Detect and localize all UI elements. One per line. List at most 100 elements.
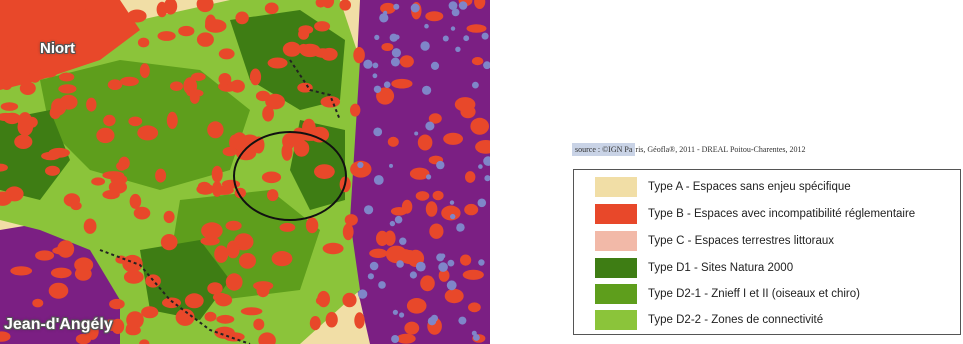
type-b-blob: [0, 331, 11, 342]
blue-speckle: [425, 121, 435, 131]
type-b-blob: [86, 97, 97, 112]
blue-speckle: [473, 334, 480, 341]
type-b-blob: [0, 163, 8, 172]
type-b-blob: [471, 57, 484, 66]
type-b-blob: [264, 2, 279, 15]
type-b-blob: [281, 142, 293, 161]
type-b-blob: [197, 181, 211, 192]
type-b-blob: [10, 266, 33, 276]
type-b-blob: [19, 81, 36, 96]
type-b-blob: [57, 240, 75, 258]
type-b-blob: [415, 191, 430, 201]
type-b-blob: [160, 234, 178, 251]
type-b-blob: [37, 68, 58, 78]
blue-speckle: [373, 85, 382, 94]
legend-swatch-type-a: [595, 177, 637, 197]
type-b-blob: [2, 45, 22, 61]
blue-speckle: [436, 253, 445, 262]
blue-speckle: [446, 280, 457, 291]
blue-speckle: [484, 175, 490, 182]
type-b-blob: [155, 168, 167, 183]
blue-speckle: [369, 261, 379, 271]
type-b-blob: [164, 0, 178, 15]
type-b-blob: [204, 311, 217, 322]
type-b-blob: [314, 164, 335, 180]
blue-speckle: [442, 35, 449, 42]
town-label-niort: Niort: [40, 40, 75, 57]
type-b-blob-group: [0, 0, 490, 344]
blue-speckle: [451, 8, 460, 17]
legend-label-type-b: Type B - Espaces avec incompatibilité ré…: [648, 208, 916, 220]
type-b-blob: [127, 9, 147, 23]
type-b-blob: [409, 167, 430, 180]
type-b-blob: [141, 306, 159, 319]
type-b-blob: [14, 134, 33, 149]
type-b-blob: [56, 0, 75, 13]
legend-item-type-c: Type C - Espaces terrestres littoraux: [595, 231, 834, 251]
type-b-blob: [222, 146, 238, 157]
type-b-blob: [309, 316, 321, 331]
type-b-blob: [380, 2, 396, 14]
zone-type-d1-a: [230, 10, 345, 110]
type-b-blob: [464, 203, 479, 216]
road-line-south: [99, 249, 251, 344]
type-b-blob: [191, 72, 206, 82]
map-legend: Type A - Espaces sans enjeu spécifique T…: [573, 169, 961, 335]
blue-speckle: [455, 46, 461, 52]
blue-speckle: [456, 224, 464, 232]
type-b-blob: [466, 24, 487, 33]
source-text: ris, Géofla®, 2011 - DREAL Poitou-Charen…: [635, 145, 806, 154]
type-b-blob: [444, 288, 464, 304]
type-b-blob: [425, 11, 444, 22]
legend-label-type-c: Type C - Espaces terrestres littoraux: [648, 235, 834, 247]
type-b-blob: [297, 82, 313, 93]
type-b-blob: [175, 308, 195, 326]
type-b-blob: [58, 72, 75, 82]
type-b-blob: [231, 132, 248, 150]
type-b-blob: [50, 267, 72, 279]
type-b-blob: [350, 160, 372, 178]
legend-swatch-type-b: [595, 204, 637, 224]
type-b-blob: [465, 171, 476, 183]
type-b-blob: [240, 307, 263, 316]
type-b-blob: [218, 48, 235, 60]
type-b-blob: [212, 292, 229, 302]
blue-speckle: [389, 33, 398, 42]
blue-speckle: [392, 309, 398, 315]
legend-label-type-d1: Type D1 - Sites Natura 2000: [648, 262, 794, 274]
type-b-blob: [401, 199, 413, 214]
type-b-blob: [157, 31, 176, 41]
blue-speckle: [471, 330, 477, 336]
type-b-blob: [369, 248, 388, 258]
type-b-blob: [70, 201, 82, 211]
type-b-blob: [223, 332, 245, 342]
type-b-blob: [353, 47, 365, 64]
type-b-blob: [305, 217, 319, 234]
blue-speckle: [450, 213, 456, 220]
blue-speckle: [483, 61, 490, 70]
type-b-blob: [279, 222, 296, 232]
type-b-blob: [85, 322, 99, 340]
type-b-blob: [125, 325, 141, 336]
type-b-blob: [298, 43, 309, 55]
type-b-blob: [225, 273, 243, 291]
type-b-blob: [66, 51, 80, 64]
legend-swatch-type-d2-1: [595, 284, 637, 304]
type-b-blob: [381, 43, 394, 51]
blue-speckle: [458, 316, 467, 325]
type-b-blob: [32, 298, 44, 308]
type-b-blob: [133, 206, 151, 220]
blue-speckle: [364, 205, 374, 215]
blue-speckle: [391, 335, 400, 343]
type-b-blob: [428, 113, 442, 124]
blue-speckle: [394, 215, 403, 224]
type-b-blob: [262, 105, 274, 122]
type-b-blob: [385, 245, 407, 264]
type-b-blob: [315, 296, 329, 306]
type-b-blob: [391, 78, 413, 89]
type-b-blob: [108, 180, 127, 194]
blue-speckle: [448, 1, 458, 10]
type-b-blob: [170, 81, 183, 91]
type-b-blob: [454, 97, 476, 112]
type-b-blob: [417, 134, 433, 151]
